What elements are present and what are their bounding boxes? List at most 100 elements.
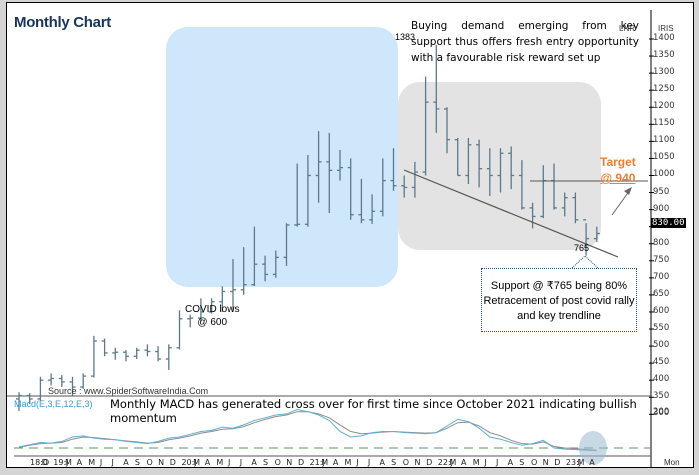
- x-tick-label: J: [111, 458, 114, 467]
- x-tick-label: S: [134, 458, 140, 467]
- y-tick-label: 1350: [653, 50, 675, 61]
- macd-indicator-label: Macd(E,3,E,12,E,3): [14, 399, 93, 409]
- x-tick-label: J: [239, 458, 243, 467]
- target-label-line1: Target: [600, 155, 636, 169]
- x-tick-label: N: [542, 458, 549, 467]
- arrow-head-icon: [624, 187, 632, 195]
- x-tick-label: J: [356, 458, 359, 467]
- last-price-badge: 830.00: [651, 218, 686, 228]
- y-tick-label: 1050: [653, 152, 675, 163]
- x-tick-label: O: [530, 458, 538, 467]
- correction-zone: [398, 82, 601, 250]
- x-tick-label: J: [496, 458, 499, 467]
- y-tick-label: 1000: [653, 169, 675, 180]
- callout-pointer: [571, 255, 599, 269]
- x-tick-label: A: [332, 458, 339, 467]
- x-tick-label: D: [297, 458, 305, 467]
- x-tick-label: J: [228, 458, 231, 467]
- symbol-label: IRIS: [658, 24, 674, 33]
- covid-label-line1: COVID lows: [185, 304, 240, 315]
- y-tick-label: 450: [653, 357, 670, 368]
- macd-note: Monthly MACD has generated cross over fo…: [110, 397, 637, 425]
- crossover-highlight: [579, 431, 607, 465]
- y-tick-label: 800: [653, 237, 670, 248]
- x-tick-label: J: [99, 458, 103, 467]
- x-tick-label: 20:J: [181, 458, 197, 467]
- x-tick-label: M: [449, 458, 457, 467]
- y-tick-label: 650: [653, 288, 670, 299]
- buying-demand-note: Buying demand emerging from key support …: [411, 20, 639, 64]
- x-tick-label: D: [554, 458, 561, 467]
- covid-label-line2: @ 600: [197, 317, 228, 328]
- y-tick-label: 1100: [653, 135, 675, 146]
- x-tick-label: S: [519, 458, 525, 467]
- x-tick-label: N: [414, 458, 421, 467]
- x-tick-label: 18:O: [30, 458, 50, 467]
- y-tick-label: 900: [653, 203, 670, 214]
- x-tick-label: M: [577, 458, 585, 467]
- y-tick-label: 700: [653, 271, 670, 282]
- x-tick-label: O: [146, 458, 153, 467]
- x-tick-label: O: [402, 458, 410, 467]
- lnr-label: LNR: [619, 24, 636, 33]
- rally-zone: [166, 27, 398, 287]
- x-tick-label: D: [41, 458, 48, 467]
- source-credit: Source : www.SpiderSoftwareIndia.Com: [48, 386, 209, 396]
- x-tick-label: A: [76, 458, 83, 467]
- y-tick-label: 550: [653, 323, 670, 334]
- x-tick-label: A: [204, 458, 211, 467]
- x-tick-label: 19:J: [53, 458, 69, 467]
- covid-low-label: COVID lows @ 600: [185, 303, 239, 329]
- x-tick-label: M: [216, 458, 224, 467]
- support-trendline: [403, 169, 619, 258]
- y-tick-label: 950: [653, 186, 670, 197]
- target-arrow: [611, 189, 631, 216]
- support-callout: Support @ ₹765 being 80% Retracement of …: [481, 268, 637, 332]
- x-tick-label: A: [379, 458, 385, 467]
- ohlc-bars: [16, 44, 600, 411]
- low-label: 765: [574, 243, 590, 253]
- macd-tick-label: 200: [653, 407, 670, 417]
- y-tick-label: 600: [653, 305, 670, 316]
- x-tick-label: S: [391, 458, 397, 467]
- x-tick-label: M: [193, 458, 200, 467]
- y-tick-label: 1200: [653, 101, 675, 112]
- target-label-line2: @ 940: [600, 171, 636, 185]
- x-tick-label: J: [484, 458, 487, 467]
- x-tick-label: J: [367, 458, 371, 467]
- chart-title: Monthly Chart: [14, 14, 111, 31]
- x-tick-label: N: [158, 458, 165, 467]
- x-tick-label: M: [88, 458, 96, 467]
- x-tick-label: A: [589, 458, 595, 467]
- y-tick-label: 350: [653, 391, 670, 402]
- y-tick-label: 300: [653, 408, 670, 419]
- x-tick-label: 23:J: [565, 458, 582, 467]
- x-tick-label: D: [169, 458, 176, 467]
- y-tick-label: 1300: [653, 67, 675, 78]
- timeframe-label: Mon: [664, 458, 680, 467]
- x-tick-label: A: [251, 458, 257, 467]
- macd-line: [18, 408, 597, 452]
- x-tick-label: M: [344, 458, 352, 467]
- y-tick-label: 1250: [653, 84, 675, 95]
- x-tick-label: 22:J: [437, 458, 453, 467]
- x-tick-label: M: [472, 458, 480, 467]
- y-tick-label: 400: [653, 374, 670, 385]
- target-label: Target @ 940: [600, 154, 636, 186]
- y-tick-label: 500: [653, 340, 670, 351]
- x-tick-label: A: [461, 458, 467, 467]
- y-axis-ticks: [649, 38, 654, 415]
- high-label: 1383: [395, 32, 416, 42]
- y-tick-label: 1150: [653, 118, 675, 129]
- x-tick-label: N: [286, 458, 293, 467]
- x-tick-label: D: [426, 458, 433, 467]
- y-tick-label: 1400: [653, 33, 675, 43]
- x-tick-label: A: [507, 458, 514, 467]
- x-tick-label: 21:J: [309, 458, 325, 467]
- y-tick-label: 750: [653, 254, 670, 265]
- x-tick-label: A: [123, 458, 129, 467]
- x-tick-label: M: [64, 458, 72, 467]
- x-tick-label: S: [263, 458, 269, 467]
- x-tick-label: O: [274, 458, 281, 467]
